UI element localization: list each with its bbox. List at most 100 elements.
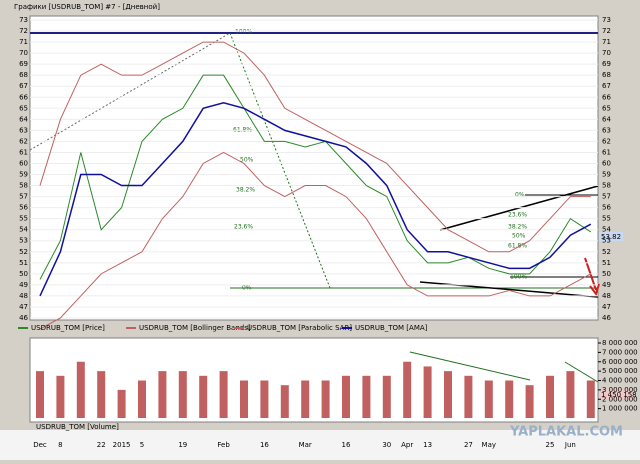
- y-tick-label: 46: [19, 314, 28, 322]
- y-tick-label: 60: [19, 159, 28, 167]
- legend-label: USDRUB_TOM [Bollinger Bands]: [139, 324, 251, 332]
- y-tick-label: 59: [19, 171, 28, 179]
- bar: [36, 371, 44, 418]
- y-tick-label: 67: [602, 82, 611, 90]
- x-tick-label: 2015: [113, 441, 131, 449]
- y-tick-label: 73: [19, 16, 28, 24]
- bar: [280, 385, 289, 418]
- last-price: 53.82: [601, 233, 621, 241]
- fib-label: 100%: [510, 274, 527, 281]
- y-tick-label: 72: [602, 27, 611, 35]
- y-tick-label: 53: [19, 237, 28, 245]
- y-tick-label: 70: [602, 49, 611, 57]
- bar: [464, 375, 473, 418]
- legend-label: USDRUB_TOM [Price]: [31, 324, 105, 332]
- fib-label: 38.2%: [236, 187, 255, 194]
- x-tick-label: Apr: [401, 441, 413, 449]
- y-tick-label: 65: [19, 104, 28, 112]
- price-panel: [29, 15, 599, 321]
- y-tick-label: 48: [602, 292, 611, 300]
- y-tick-label: 66: [602, 93, 611, 101]
- date-axis: [0, 430, 640, 460]
- y-tick-label: 49: [19, 281, 28, 289]
- y-tick-label: 71: [19, 38, 28, 46]
- y-tick-label: 57: [19, 193, 28, 201]
- x-tick-label: May: [482, 441, 496, 449]
- y-tick-label: 73: [602, 16, 611, 24]
- x-tick-label: 5: [140, 441, 144, 449]
- bar: [260, 380, 269, 418]
- y-tick-label: 68: [602, 71, 611, 79]
- bar: [444, 371, 452, 418]
- x-tick-label: 27: [464, 441, 473, 449]
- bar: [505, 380, 514, 418]
- y-tick-label: 48: [19, 292, 28, 300]
- series-line: [39, 151, 592, 330]
- fib-label: 50%: [240, 157, 254, 164]
- y-tick-label: 66: [19, 93, 28, 101]
- y-tick-label: 49: [602, 281, 611, 289]
- y-tick-label: 47: [19, 303, 28, 311]
- fib-label: 23.6%: [508, 212, 527, 219]
- y-tick-label: 7 000 000: [602, 348, 638, 356]
- y-tick-label: 8 000 000: [602, 339, 638, 347]
- y-tick-label: 46: [602, 314, 611, 322]
- y-tick-label: 4 000 000: [602, 377, 638, 385]
- y-tick-label: 62: [602, 137, 611, 145]
- fib-label: 23.6%: [234, 224, 253, 231]
- price-badge: [599, 232, 623, 241]
- y-tick-label: 47: [602, 303, 611, 311]
- bar: [403, 361, 412, 418]
- y-tick-label: 56: [602, 204, 611, 212]
- y-tick-label: 50: [19, 270, 28, 278]
- x-tick-label: 30: [382, 441, 391, 449]
- bar: [342, 375, 350, 418]
- y-tick-label: 50: [602, 270, 611, 278]
- y-tick-label: 67: [19, 82, 28, 90]
- bar: [546, 375, 554, 418]
- x-tick-label: 16: [342, 441, 351, 449]
- y-tick-label: 58: [19, 182, 28, 190]
- y-tick-label: 55: [602, 215, 611, 223]
- x-tick-label: Feb: [217, 441, 230, 449]
- fib-label: 0%: [515, 192, 525, 199]
- y-tick-label: 51: [19, 259, 28, 267]
- bar: [321, 380, 330, 418]
- x-tick-label: 22: [97, 441, 106, 449]
- bar: [525, 385, 534, 418]
- y-tick-label: 71: [602, 38, 611, 46]
- bar: [382, 375, 391, 418]
- x-tick-label: Mar: [299, 441, 312, 449]
- x-tick-label: 16: [260, 441, 269, 449]
- y-tick-label: 60: [602, 159, 611, 167]
- x-tick-label: 25: [546, 441, 555, 449]
- bar: [97, 371, 106, 418]
- watermark: YAPLAKAL.COM: [509, 425, 623, 440]
- bar: [586, 380, 595, 418]
- y-tick-label: 58: [602, 182, 611, 190]
- y-tick-label: 61: [602, 148, 611, 156]
- x-tick-label: 8: [58, 441, 62, 449]
- y-tick-label: 72: [19, 27, 28, 35]
- last-volume: 1 450 158: [601, 391, 637, 399]
- bar: [56, 375, 65, 418]
- y-tick-label: 68: [19, 71, 28, 79]
- fib-label: 61.8%: [508, 243, 527, 250]
- y-tick-label: 54: [19, 226, 28, 234]
- bar: [301, 380, 310, 418]
- y-tick-label: 64: [19, 115, 28, 123]
- y-tick-label: 61: [19, 148, 28, 156]
- y-tick-label: 63: [19, 126, 28, 134]
- legend-label: USDRUB_TOM [AMA]: [355, 324, 428, 332]
- y-tick-label: 6 000 000: [602, 358, 638, 366]
- volume-badge: [599, 390, 633, 399]
- bar: [199, 375, 208, 418]
- y-tick-label: 69: [19, 60, 28, 68]
- fib-label: 50%: [512, 233, 526, 240]
- y-tick-label: 59: [602, 171, 611, 179]
- bar: [484, 380, 493, 418]
- x-tick-label: Jun: [564, 441, 576, 449]
- fib-label: 0%: [242, 285, 252, 292]
